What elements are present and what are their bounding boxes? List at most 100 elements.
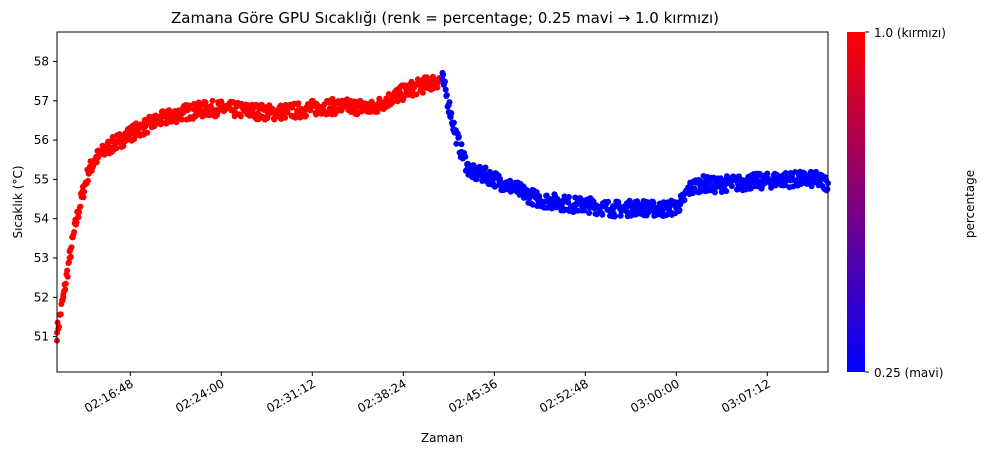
data-point <box>455 133 462 140</box>
data-point <box>167 113 174 120</box>
data-point <box>546 198 553 204</box>
data-point <box>144 129 151 136</box>
y-tick-label: 51 <box>34 330 49 344</box>
data-point <box>64 267 71 274</box>
data-point <box>626 197 633 204</box>
data-point <box>407 86 414 92</box>
plot-area <box>54 31 831 373</box>
data-point <box>142 123 149 130</box>
data-point <box>443 92 450 98</box>
x-tick-label: 03:00:00 <box>628 376 682 415</box>
y-tick-label: 56 <box>34 133 49 147</box>
data-point <box>76 209 83 216</box>
data-point <box>723 180 730 187</box>
colorbar: 1.0 (kırmızı) 0.25 (mavi) percentage <box>847 26 977 380</box>
data-point <box>673 203 680 210</box>
data-point <box>113 145 120 152</box>
colorbar-top-label: 1.0 (kırmızı) <box>874 26 946 40</box>
data-point <box>62 280 69 287</box>
data-point <box>723 188 730 195</box>
data-point <box>605 198 612 205</box>
data-point <box>319 103 326 110</box>
data-point <box>471 170 478 177</box>
data-point <box>62 286 69 293</box>
data-point <box>453 140 460 147</box>
data-point <box>711 182 718 189</box>
data-point <box>496 178 503 185</box>
y-axis: 51 52 53 54 55 56 57 58 <box>34 54 57 344</box>
data-point <box>354 111 361 118</box>
data-point <box>442 86 449 93</box>
data-point <box>85 168 92 175</box>
data-point <box>423 74 430 81</box>
x-axis: 02:16:48 02:24:00 02:31:12 02:38:24 02:45:36… <box>82 372 773 416</box>
data-point <box>382 97 389 104</box>
data-point <box>209 97 216 104</box>
data-point <box>768 184 775 191</box>
data-point <box>565 194 572 200</box>
data-point <box>482 164 489 171</box>
data-point <box>812 176 819 183</box>
colorbar-bottom-label: 0.25 (mavi) <box>874 366 943 380</box>
colorbar-label: percentage <box>963 170 977 238</box>
data-point <box>617 212 624 219</box>
data-point <box>282 114 289 121</box>
x-tick-label: 02:31:12 <box>264 376 318 415</box>
data-point <box>747 185 754 192</box>
data-point <box>509 184 515 191</box>
y-tick-label: 58 <box>34 54 49 68</box>
data-point <box>237 113 244 120</box>
data-point <box>66 255 73 261</box>
data-point <box>202 99 209 106</box>
scatter-points <box>54 69 831 344</box>
data-point <box>106 138 113 145</box>
data-point <box>186 102 193 109</box>
data-point <box>129 129 136 136</box>
data-point <box>295 100 302 107</box>
y-tick-label: 54 <box>34 212 49 226</box>
data-point <box>344 103 351 110</box>
x-tick-label: 02:52:48 <box>537 376 591 415</box>
data-point <box>64 273 71 280</box>
data-point <box>452 129 459 136</box>
data-point <box>458 141 465 148</box>
data-point <box>434 84 441 91</box>
data-point <box>660 205 667 212</box>
x-tick-label: 02:24:00 <box>173 376 227 415</box>
data-point <box>243 107 250 114</box>
data-point <box>736 180 743 187</box>
x-tick-label: 02:38:24 <box>355 376 409 415</box>
data-point <box>91 156 98 163</box>
data-point <box>294 107 301 114</box>
data-point <box>439 76 446 83</box>
chart-title: Zamana Göre GPU Sıcaklığı (renk = percen… <box>171 9 719 27</box>
data-point <box>419 89 426 96</box>
data-point <box>395 91 402 98</box>
data-point <box>450 119 457 126</box>
data-point <box>635 203 642 210</box>
x-tick-label: 02:16:48 <box>82 376 136 415</box>
data-point <box>357 103 364 110</box>
data-point <box>77 203 84 210</box>
data-point <box>193 107 199 114</box>
data-point <box>458 148 465 155</box>
data-point <box>68 244 75 251</box>
data-point <box>622 205 629 212</box>
data-point <box>394 98 401 105</box>
data-point <box>787 176 794 183</box>
data-point <box>572 201 579 208</box>
data-point <box>104 145 111 151</box>
x-axis-label: Zaman <box>421 431 463 445</box>
data-point <box>650 200 657 206</box>
data-point <box>179 116 186 123</box>
y-tick-label: 53 <box>34 251 49 265</box>
data-point <box>476 163 483 170</box>
data-point <box>420 82 427 89</box>
data-point <box>389 99 396 106</box>
data-point <box>761 178 768 185</box>
data-point <box>448 110 455 117</box>
data-point <box>440 71 447 78</box>
data-point <box>205 105 212 112</box>
data-point <box>155 117 162 124</box>
data-point <box>749 178 756 185</box>
